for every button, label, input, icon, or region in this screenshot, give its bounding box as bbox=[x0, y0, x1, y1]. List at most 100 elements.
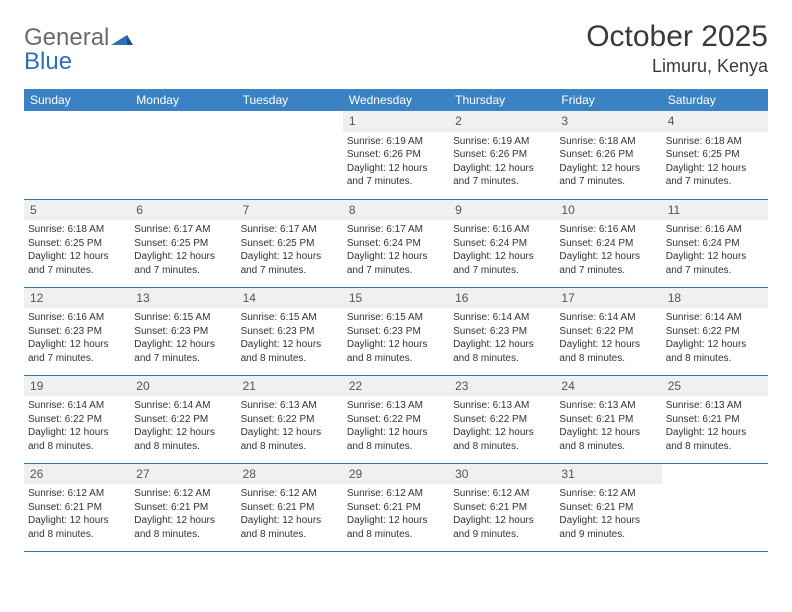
day-number-bar: 31 bbox=[555, 464, 661, 485]
daylight-line: Daylight: 12 hours and 8 minutes. bbox=[28, 426, 126, 453]
day-header-sunday: Sunday bbox=[24, 89, 130, 111]
day-number: 30 bbox=[455, 467, 468, 481]
day-number-bar: 25 bbox=[662, 376, 768, 397]
daylight-line: Daylight: 12 hours and 8 minutes. bbox=[241, 514, 339, 541]
day-number-bar: 9 bbox=[449, 200, 555, 221]
day-cell: 8Sunrise: 6:17 AMSunset: 6:24 PMDaylight… bbox=[343, 199, 449, 287]
day-number: 21 bbox=[243, 379, 256, 393]
day-number-bar: 14 bbox=[237, 288, 343, 309]
sunset-line: Sunset: 6:22 PM bbox=[453, 413, 551, 427]
day-number: 2 bbox=[455, 114, 462, 128]
sunset-line: Sunset: 6:24 PM bbox=[347, 237, 445, 251]
daylight-line: Daylight: 12 hours and 8 minutes. bbox=[347, 338, 445, 365]
day-number: 26 bbox=[30, 467, 43, 481]
day-cell: 19Sunrise: 6:14 AMSunset: 6:22 PMDayligh… bbox=[24, 375, 130, 463]
day-cell: 14Sunrise: 6:15 AMSunset: 6:23 PMDayligh… bbox=[237, 287, 343, 375]
day-number-bar: 24 bbox=[555, 376, 661, 397]
day-number: 15 bbox=[349, 291, 362, 305]
sunrise-line: Sunrise: 6:16 AM bbox=[453, 223, 551, 237]
sunset-line: Sunset: 6:23 PM bbox=[347, 325, 445, 339]
day-cell: 15 Sunrise: 6:15 AMSunset: 6:23 PMDayligh… bbox=[343, 287, 449, 375]
sunset-line: Sunset: 6:21 PM bbox=[453, 501, 551, 515]
day-cell: 13Sunrise: 6:15 AMSunset: 6:23 PMDayligh… bbox=[130, 287, 236, 375]
sunrise-line: Sunrise: 6:15 AM bbox=[347, 311, 445, 325]
daylight-line: Daylight: 12 hours and 7 minutes. bbox=[666, 250, 764, 277]
day-number: 8 bbox=[349, 203, 356, 217]
day-cell: 31Sunrise: 6:12 AMSunset: 6:21 PMDayligh… bbox=[555, 463, 661, 551]
day-header-friday: Friday bbox=[555, 89, 661, 111]
daylight-line: Daylight: 12 hours and 7 minutes. bbox=[453, 250, 551, 277]
empty-day-bar bbox=[237, 111, 343, 130]
day-cell: 6Sunrise: 6:17 AMSunset: 6:25 PMDaylight… bbox=[130, 199, 236, 287]
month-title: October 2025 bbox=[586, 20, 768, 54]
day-cell: 20Sunrise: 6:14 AMSunset: 6:22 PMDayligh… bbox=[130, 375, 236, 463]
sunset-line: Sunset: 6:21 PM bbox=[347, 501, 445, 515]
day-cell: 22Sunrise: 6:13 AMSunset: 6:22 PMDayligh… bbox=[343, 375, 449, 463]
day-number: 16 bbox=[455, 291, 468, 305]
daylight-line: Daylight: 12 hours and 8 minutes. bbox=[666, 426, 764, 453]
day-number: 22 bbox=[349, 379, 362, 393]
day-cell: 29 Sunrise: 6:12 AMSunset: 6:21 PMDayligh… bbox=[343, 463, 449, 551]
sunset-line: Sunset: 6:22 PM bbox=[347, 413, 445, 427]
sunset-line: Sunset: 6:24 PM bbox=[453, 237, 551, 251]
day-number-bar: 2 bbox=[449, 111, 555, 132]
day-number-bar: 3 bbox=[555, 111, 661, 132]
empty-day-bar bbox=[130, 111, 236, 130]
empty-day-bar bbox=[24, 111, 130, 130]
sunrise-line: Sunrise: 6:12 AM bbox=[453, 487, 551, 501]
sunset-line: Sunset: 6:23 PM bbox=[453, 325, 551, 339]
day-number-bar: 6 bbox=[130, 200, 236, 221]
calendar-page: General Blue October 2025 Limuru, Kenya … bbox=[0, 0, 792, 572]
daylight-line: Daylight: 12 hours and 8 minutes. bbox=[241, 338, 339, 365]
sunrise-line: Sunrise: 6:15 AM bbox=[241, 311, 339, 325]
day-number: 25 bbox=[668, 379, 681, 393]
day-cell bbox=[24, 111, 130, 199]
sunset-line: Sunset: 6:25 PM bbox=[28, 237, 126, 251]
day-number: 3 bbox=[561, 114, 568, 128]
daylight-line: Daylight: 12 hours and 7 minutes. bbox=[453, 162, 551, 189]
sunset-line: Sunset: 6:21 PM bbox=[666, 413, 764, 427]
daylight-line: Daylight: 12 hours and 7 minutes. bbox=[347, 250, 445, 277]
sunset-line: Sunset: 6:24 PM bbox=[666, 237, 764, 251]
sunrise-line: Sunrise: 6:16 AM bbox=[666, 223, 764, 237]
sunset-line: Sunset: 6:22 PM bbox=[241, 413, 339, 427]
sunset-line: Sunset: 6:23 PM bbox=[134, 325, 232, 339]
day-number-bar: 19 bbox=[24, 376, 130, 397]
sunset-line: Sunset: 6:22 PM bbox=[666, 325, 764, 339]
sunrise-line: Sunrise: 6:18 AM bbox=[28, 223, 126, 237]
logo-text-general: General bbox=[24, 24, 109, 51]
day-cell: 12Sunrise: 6:16 AMSunset: 6:23 PMDayligh… bbox=[24, 287, 130, 375]
day-number-bar: 29 bbox=[343, 464, 449, 485]
sunrise-line: Sunrise: 6:12 AM bbox=[241, 487, 339, 501]
day-cell: 5Sunrise: 6:18 AMSunset: 6:25 PMDaylight… bbox=[24, 199, 130, 287]
day-number: 5 bbox=[30, 203, 37, 217]
daylight-line: Daylight: 12 hours and 8 minutes. bbox=[453, 426, 551, 453]
day-cell: 1Sunrise: 6:19 AMSunset: 6:26 PMDaylight… bbox=[343, 111, 449, 199]
sunrise-line: Sunrise: 6:19 AM bbox=[347, 135, 445, 149]
day-number: 19 bbox=[30, 379, 43, 393]
day-number-bar: 26 bbox=[24, 464, 130, 485]
sunrise-line: Sunrise: 6:14 AM bbox=[28, 399, 126, 413]
daylight-line: Daylight: 12 hours and 7 minutes. bbox=[28, 338, 126, 365]
logo-mark-icon bbox=[111, 26, 133, 50]
day-cell: 24Sunrise: 6:13 AMSunset: 6:21 PMDayligh… bbox=[555, 375, 661, 463]
daylight-line: Daylight: 12 hours and 9 minutes. bbox=[559, 514, 657, 541]
sunset-line: Sunset: 6:26 PM bbox=[347, 148, 445, 162]
day-number: 27 bbox=[136, 467, 149, 481]
day-cell: 18Sunrise: 6:14 AMSunset: 6:22 PMDayligh… bbox=[662, 287, 768, 375]
day-header-wednesday: Wednesday bbox=[343, 89, 449, 111]
sunrise-line: Sunrise: 6:14 AM bbox=[666, 311, 764, 325]
day-number: 24 bbox=[561, 379, 574, 393]
daylight-line: Daylight: 12 hours and 8 minutes. bbox=[347, 514, 445, 541]
sunrise-line: Sunrise: 6:13 AM bbox=[453, 399, 551, 413]
day-number-bar: 20 bbox=[130, 376, 236, 397]
sunset-line: Sunset: 6:24 PM bbox=[559, 237, 657, 251]
day-header-monday: Monday bbox=[130, 89, 236, 111]
day-number: 11 bbox=[668, 203, 680, 217]
day-number: 7 bbox=[243, 203, 250, 217]
week-row: 26Sunrise: 6:12 AMSunset: 6:21 PMDayligh… bbox=[24, 463, 768, 551]
day-number-bar: 5 bbox=[24, 200, 130, 221]
day-number: 6 bbox=[136, 203, 143, 217]
day-cell bbox=[130, 111, 236, 199]
sunrise-line: Sunrise: 6:12 AM bbox=[347, 487, 445, 501]
